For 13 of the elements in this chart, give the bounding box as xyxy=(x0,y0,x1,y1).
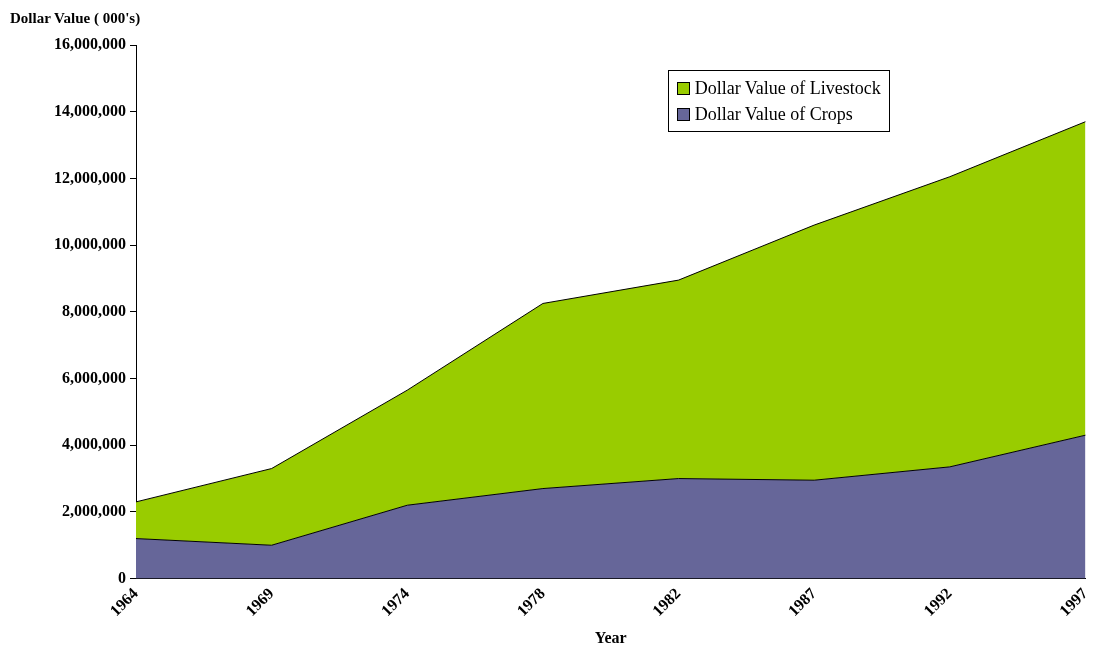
y-tick-label: 12,000,000 xyxy=(54,168,126,186)
y-tick-label: 6,000,000 xyxy=(62,368,126,386)
y-tick-label: 10,000,000 xyxy=(54,235,126,253)
y-tick-label: 8,000,000 xyxy=(62,301,126,319)
y-tick-label: 14,000,000 xyxy=(54,101,126,119)
y-tick-label: 2,000,000 xyxy=(62,502,126,520)
y-tick-label: 0 xyxy=(118,568,126,586)
legend-label: Dollar Value of Crops xyxy=(693,103,854,126)
y-tick-label: 4,000,000 xyxy=(62,435,126,453)
x-axis-title: Year xyxy=(594,628,627,646)
y-axis-title: Dollar Value ( 000's) xyxy=(10,10,141,27)
y-tick-label: 16,000,000 xyxy=(54,35,126,53)
legend-label: Dollar Value of Livestock xyxy=(693,77,881,100)
